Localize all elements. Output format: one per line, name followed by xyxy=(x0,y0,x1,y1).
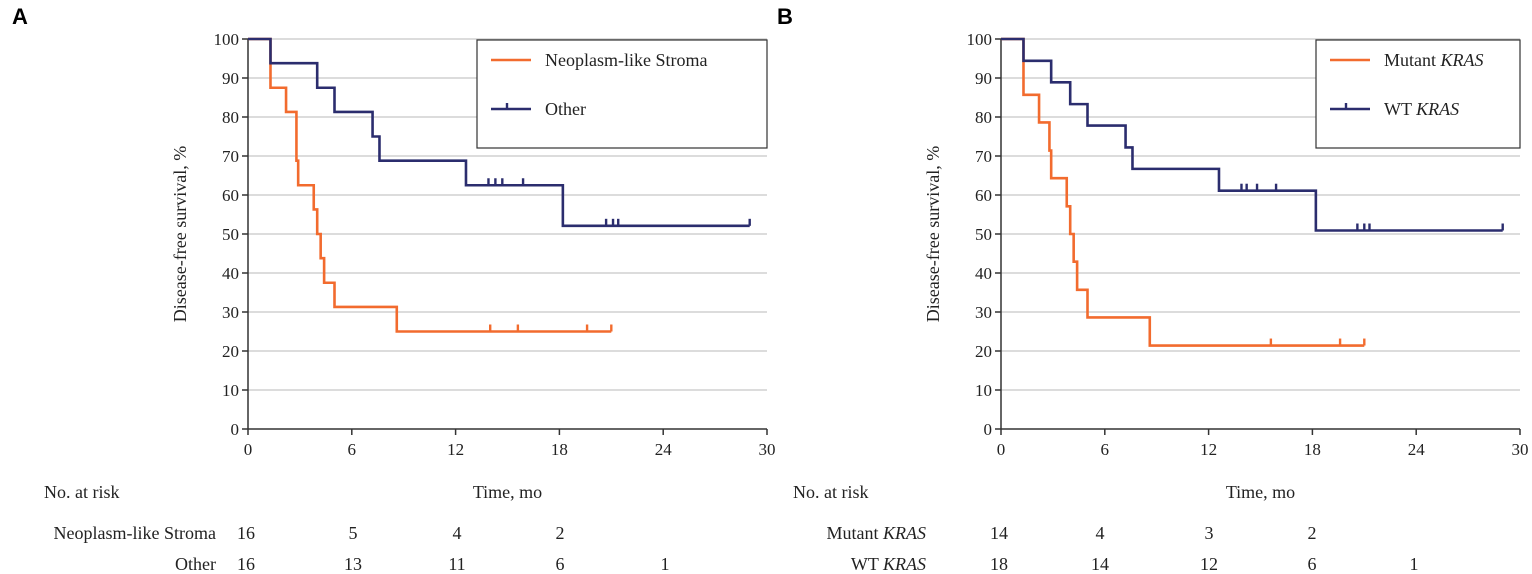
panel-a-y-tick-label: 30 xyxy=(222,303,239,322)
panel-b-risk-value: 14 xyxy=(990,523,1008,543)
panel-a-y-tick-label: 0 xyxy=(231,420,240,439)
panel-a-risk-value: 5 xyxy=(349,523,358,543)
panel-a-y-tick-label: 10 xyxy=(222,381,239,400)
panel-b-legend-box xyxy=(1315,39,1521,149)
panel-b-risk-value: 12 xyxy=(1200,554,1218,574)
panel-a-legend-label-1: Neoplasm-like Stroma xyxy=(545,50,707,70)
panel-a-y-tick-label: 40 xyxy=(222,264,239,283)
panel-a-risk-value: 1 xyxy=(661,554,670,574)
panel-b-letter: B xyxy=(777,4,793,29)
panel-a-y-axis-title: Disease-free survival, % xyxy=(170,146,190,322)
panel-a-y-tick-label: 90 xyxy=(222,69,239,88)
panel-a-risk-value: 16 xyxy=(237,523,255,543)
panel-a-series-1-curve xyxy=(248,37,612,333)
panel-a-y-tick-label: 60 xyxy=(222,186,239,205)
panel-a-legend-box xyxy=(476,39,768,149)
panel-a-x-tick-label: 0 xyxy=(244,440,253,459)
panel-a-x-tick-label: 18 xyxy=(551,440,568,459)
panel-b-series-1-curve xyxy=(1001,37,1365,347)
panel-b-legend-label-2: WT KRAS xyxy=(1384,99,1459,119)
panel-b-risk-value: 4 xyxy=(1096,523,1105,543)
panel-b-risk-value: 6 xyxy=(1308,554,1317,574)
panel-b-x-tick-label: 18 xyxy=(1304,440,1321,459)
panel-a-x-tick-label: 30 xyxy=(759,440,776,459)
panel-b-risk-value: 14 xyxy=(1091,554,1109,574)
panel-a-risk-value: 13 xyxy=(344,554,362,574)
panel-a-risk-value: 4 xyxy=(453,523,462,543)
panel-a-risk-value: 11 xyxy=(448,554,465,574)
panel-b-risk-value: 1 xyxy=(1410,554,1419,574)
panel-a-risk-row-label-2: Other xyxy=(175,554,216,574)
panel-a-x-tick-label: 12 xyxy=(447,440,464,459)
panel-a-y-tick-label: 50 xyxy=(222,225,239,244)
panel-b-x-tick-label: 24 xyxy=(1408,440,1426,459)
panel-b-y-tick-label: 60 xyxy=(975,186,992,205)
panel-a-y-tick-label: 20 xyxy=(222,342,239,361)
panel-b-x-axis-title: Time, mo xyxy=(1226,482,1295,502)
panel-a-x-tick-label: 6 xyxy=(348,440,357,459)
panel-b-risk-value: 2 xyxy=(1308,523,1317,543)
panel-b-y-tick-label: 90 xyxy=(975,69,992,88)
panel-b-y-tick-label: 50 xyxy=(975,225,992,244)
panel-b-y-axis-title: Disease-free survival, % xyxy=(923,146,943,322)
panel-b-risk-row-label-2: WT KRAS xyxy=(851,554,926,574)
panel-a-letter: A xyxy=(12,4,28,29)
panel-a-risk-value: 2 xyxy=(556,523,565,543)
panel-b-y-tick-label: 80 xyxy=(975,108,992,127)
panel-b-x-tick-label: 6 xyxy=(1101,440,1110,459)
panel-a-y-tick-label: 70 xyxy=(222,147,239,166)
panel-b-risk-value: 3 xyxy=(1205,523,1214,543)
panel-b-x-tick-label: 0 xyxy=(997,440,1006,459)
panel-b-series-2-curve xyxy=(1001,37,1503,232)
panel-b-x-tick-label: 30 xyxy=(1512,440,1529,459)
panel-b-y-tick-label: 20 xyxy=(975,342,992,361)
panel-a-risk-title: No. at risk xyxy=(44,482,120,502)
panel-b-x-tick-label: 12 xyxy=(1200,440,1217,459)
panel-b-risk-title: No. at risk xyxy=(793,482,869,502)
panel-b-y-tick-label: 10 xyxy=(975,381,992,400)
panel-a-risk-value: 6 xyxy=(556,554,565,574)
panel-b-y-tick-label: 30 xyxy=(975,303,992,322)
panel-b-y-tick-label: 70 xyxy=(975,147,992,166)
panel-a-legend-label-2: Other xyxy=(545,99,586,119)
panel-b-risk-value: 18 xyxy=(990,554,1008,574)
panel-a-y-tick-label: 80 xyxy=(222,108,239,127)
panel-b-y-tick-label: 0 xyxy=(984,420,993,439)
panel-a-y-tick-label: 100 xyxy=(214,30,240,49)
panel-a-risk-value: 16 xyxy=(237,554,255,574)
panel-a-x-tick-label: 24 xyxy=(655,440,673,459)
panel-a-series-2-curve xyxy=(248,37,750,228)
panel-b-legend-label-1: Mutant KRAS xyxy=(1384,50,1484,70)
panel-b-y-tick-label: 100 xyxy=(967,30,993,49)
panel-b-risk-row-label-1: Mutant KRAS xyxy=(827,523,927,543)
panel-a-x-axis-title: Time, mo xyxy=(473,482,542,502)
panel-b-y-tick-label: 40 xyxy=(975,264,992,283)
panel-a-risk-row-label-1: Neoplasm-like Stroma xyxy=(54,523,216,543)
